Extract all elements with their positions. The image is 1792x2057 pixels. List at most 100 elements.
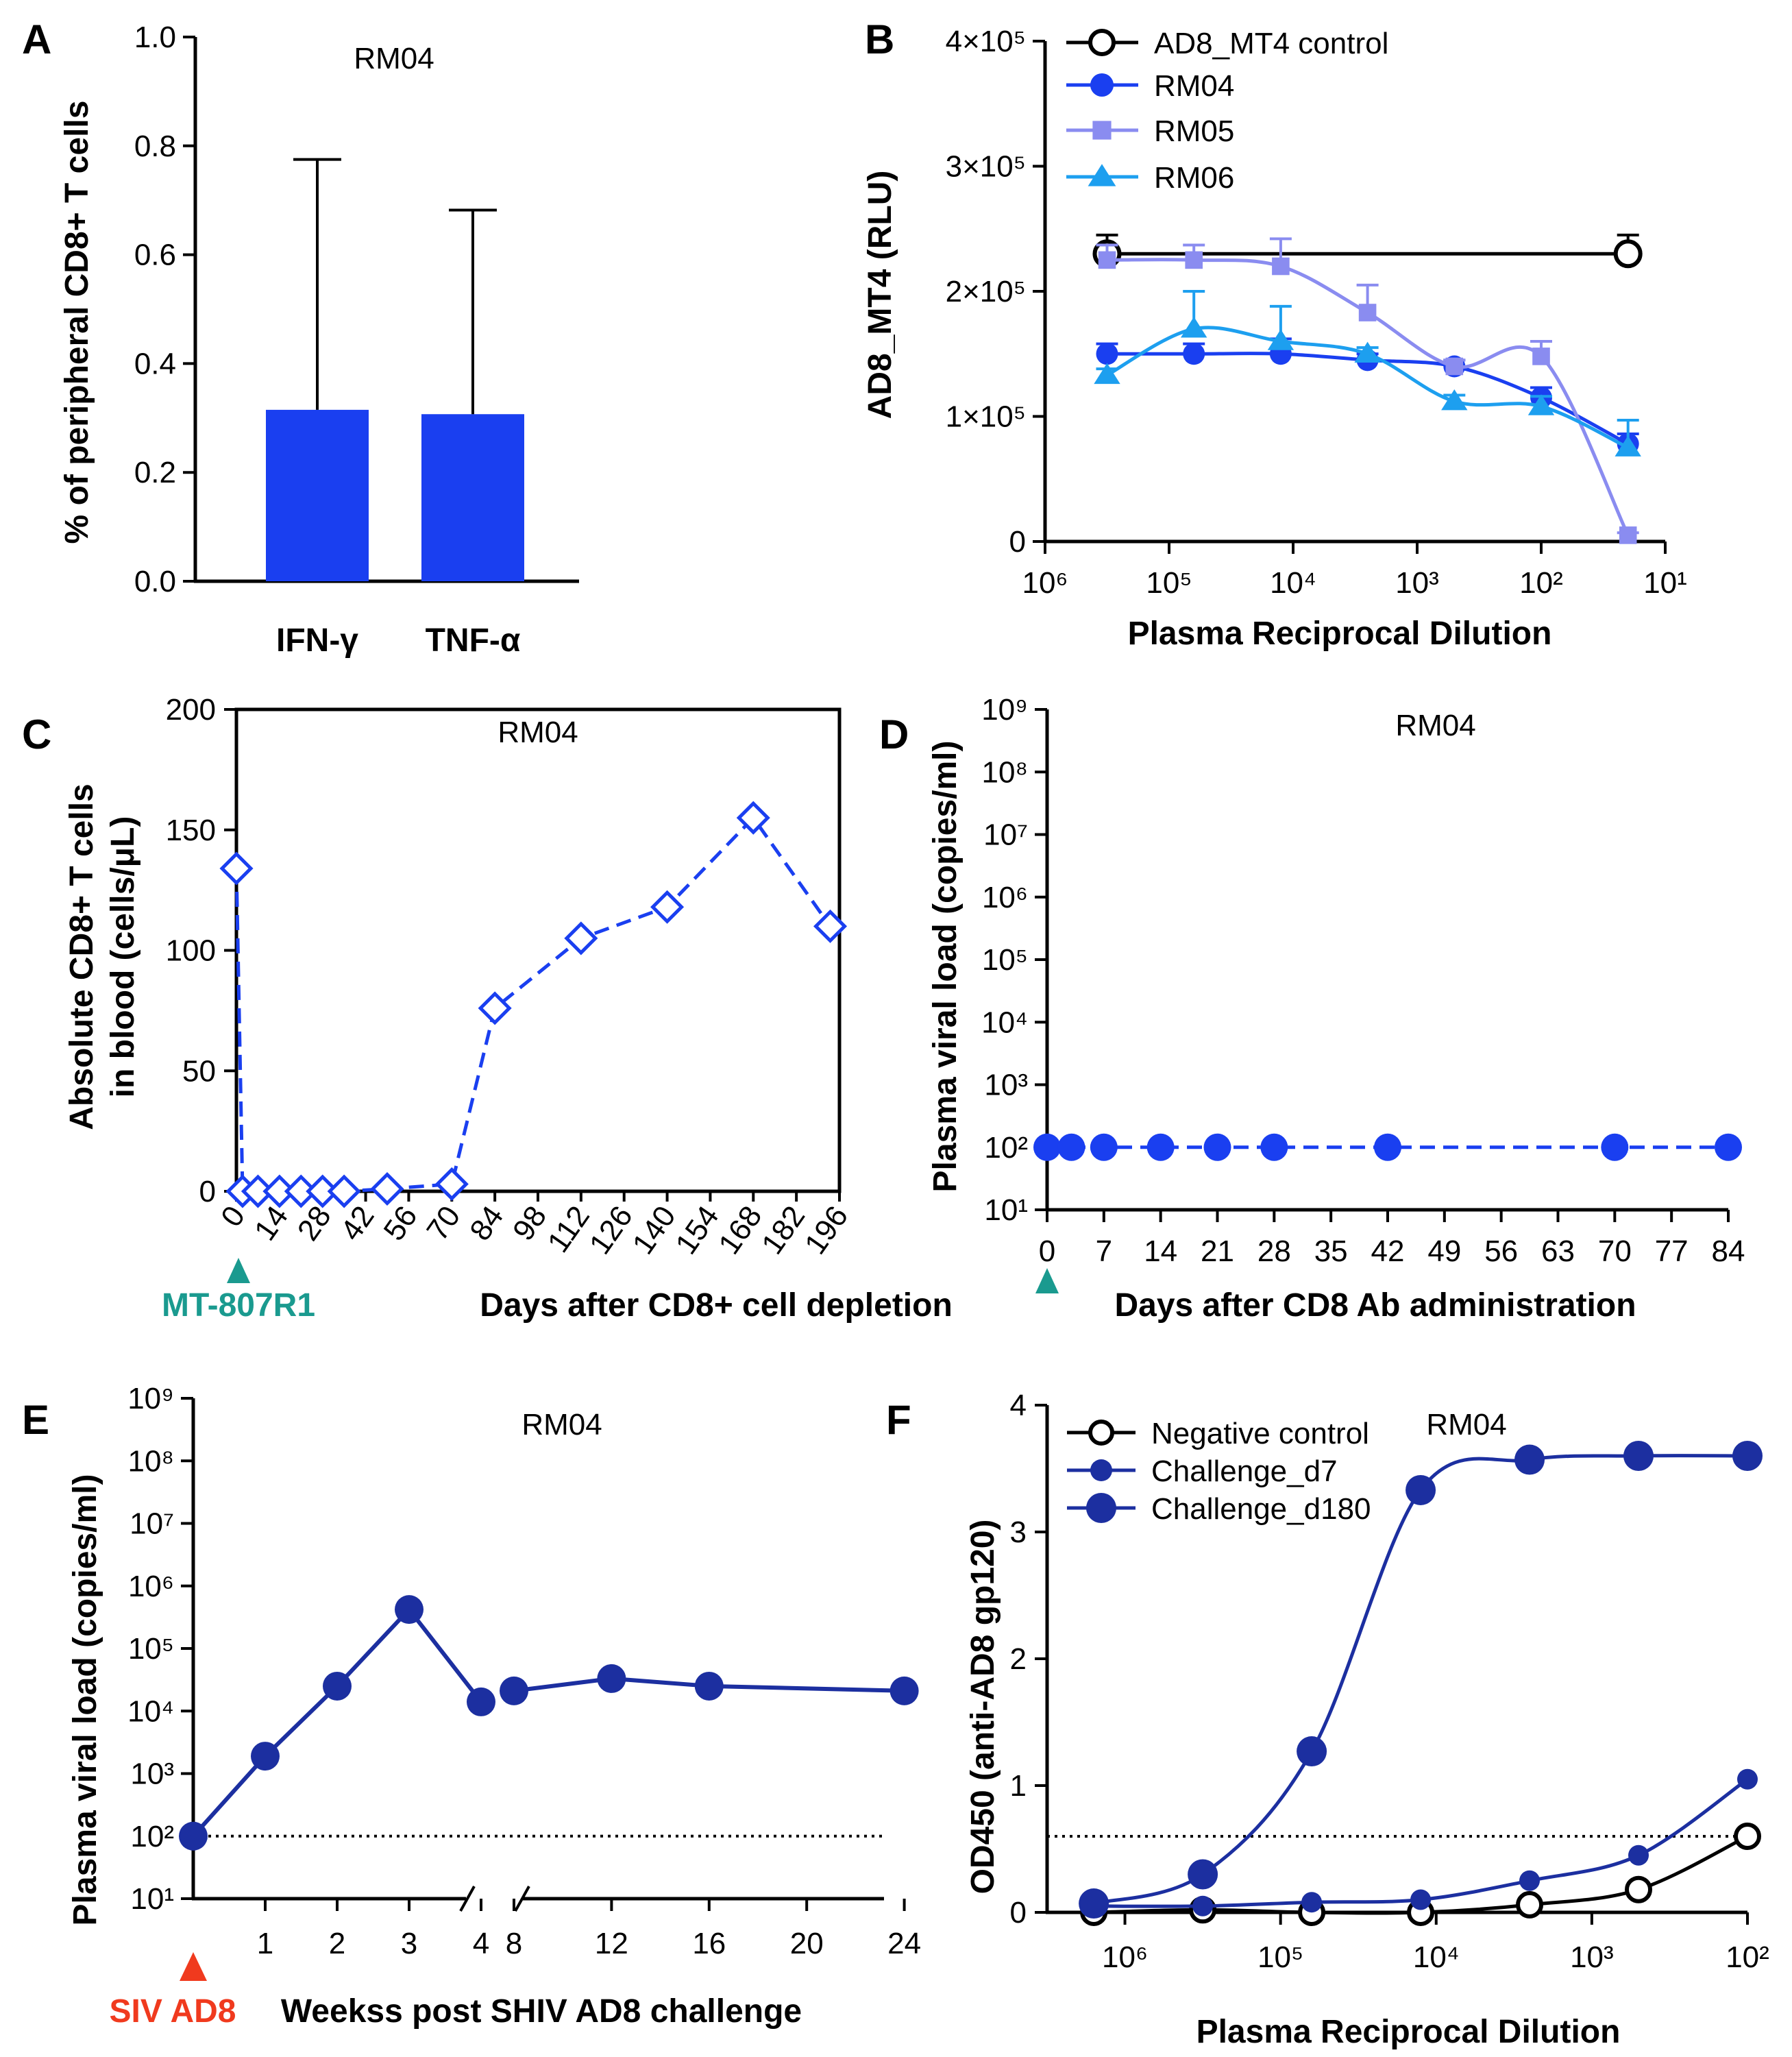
panel-f-y-tick-label: 4 xyxy=(1010,1389,1027,1422)
panel-e-data-point xyxy=(597,1664,626,1693)
panel-f-x-tick-label: 10² xyxy=(1726,1940,1769,1974)
panel-a-bar xyxy=(421,414,524,581)
panel-e-y-tick-label: 10⁸ xyxy=(127,1444,174,1478)
panel-a-y-tick-label: 0.2 xyxy=(134,456,176,489)
panel-c-ylabel-line1: Absolute CD8+ T cells xyxy=(64,783,100,1130)
panel-b-data-point xyxy=(1441,389,1468,411)
panel-f-xlabel: Plasma Reciprocal Dilution xyxy=(1196,2014,1621,2050)
panel-c-y-tick-label: 50 xyxy=(182,1054,216,1088)
panel-f-x-tick-label: 10⁴ xyxy=(1413,1940,1460,1974)
panel-f-y-tick-label: 2 xyxy=(1010,1642,1027,1676)
panel-c-data-point xyxy=(650,890,685,924)
panel-letter-c: C xyxy=(22,711,51,757)
panel-letter-d: D xyxy=(879,711,909,757)
panel-d-data-point xyxy=(1715,1133,1742,1161)
panel-c-y-tick-label: 200 xyxy=(166,693,216,727)
panel-c-x-tick-label: 42 xyxy=(334,1200,381,1247)
panel-b-data-point xyxy=(1532,348,1550,365)
panel-d-x-tick-label: 35 xyxy=(1314,1234,1348,1268)
panel-d-x-tick-label: 7 xyxy=(1096,1234,1112,1268)
panel-e-data-point xyxy=(694,1671,724,1701)
panel-f-y-tick-label: 1 xyxy=(1010,1769,1027,1803)
panel-c-y-tick-label: 150 xyxy=(166,814,216,847)
panel-c-arrow xyxy=(227,1258,250,1283)
panel-e-arrow xyxy=(180,1952,207,1981)
panel-c-x-tick-label: 56 xyxy=(377,1200,424,1247)
panel-e-y-tick-label: 10⁴ xyxy=(127,1694,174,1728)
panel-c-y-tick-label: 0 xyxy=(199,1175,216,1208)
panel-d-x-tick-label: 49 xyxy=(1427,1234,1461,1268)
panel-b-y-tick-label: 4×10⁵ xyxy=(946,25,1026,58)
panel-e-y-tick-label: 10¹ xyxy=(130,1882,174,1916)
panel-b-data-point xyxy=(1358,304,1377,321)
panel-b-x-tick-label: 10⁶ xyxy=(1022,566,1068,600)
panel-d-y-tick-label: 10⁴ xyxy=(981,1006,1028,1039)
panel-f-x-tick-label: 10⁶ xyxy=(1102,1940,1148,1974)
panel-f-data-point xyxy=(1301,1892,1323,1913)
panel-letter-b: B xyxy=(865,16,894,62)
panel-b-y-tick-label: 2×10⁵ xyxy=(946,275,1026,308)
panel-f-data-point xyxy=(1406,1474,1436,1505)
panel-c-data-point xyxy=(736,801,770,835)
panel-e-y-tick-label: 10³ xyxy=(130,1757,174,1791)
plots-layer: 0.0 0.2 0.4 0.6 0.8 1.0 IFN-γ TNF-α 0 1×10⁵ 2×10⁵ 3… xyxy=(127,21,1769,1974)
panel-e-data-point xyxy=(500,1676,528,1705)
panel-b-data-point xyxy=(1094,363,1120,385)
panel-d-y-tick-label: 10⁸ xyxy=(981,755,1028,789)
panel-b-y-tick-label: 0 xyxy=(1009,525,1026,559)
panel-d-data-point xyxy=(1203,1133,1231,1161)
panel-c-data-point xyxy=(813,909,848,943)
panel-c-data-point xyxy=(434,1167,469,1201)
panel-c-annotation: MT-807R1 xyxy=(162,1287,315,1324)
panel-d-y-tick-label: 10⁶ xyxy=(982,881,1028,914)
panel-f-title: RM04 xyxy=(1426,1408,1506,1441)
panel-c-x-tick-label: 84 xyxy=(463,1200,510,1247)
panel-b-y-tick-label: 1×10⁵ xyxy=(946,400,1026,434)
panel-a-y-tick-label: 0.8 xyxy=(134,130,176,163)
panel-e-x-tick-label: 2 xyxy=(329,1927,345,1960)
panel-e-x-tick-label: 3 xyxy=(401,1927,417,1960)
panel-b-x-tick-label: 10³ xyxy=(1395,566,1439,600)
panel-b-y-tick-label: 3×10⁵ xyxy=(946,150,1026,184)
panel-f-x-tick-label: 10³ xyxy=(1570,1940,1614,1974)
panel-d-xlabel: Days after CD8 Ab administration xyxy=(1114,1287,1636,1324)
panel-f-y-tick-label: 0 xyxy=(1010,1896,1027,1930)
panel-a-y-tick-label: 0.0 xyxy=(134,565,176,598)
panel-b-legend-label: AD8_MT4 control xyxy=(1154,27,1388,60)
panel-b-ylabel: AD8_MT4 (RLU) xyxy=(862,171,898,419)
panel-d-y-tick-label: 10² xyxy=(984,1131,1028,1165)
panel-b-data-point xyxy=(1445,357,1464,376)
panel-d-title: RM04 xyxy=(1395,709,1475,742)
panel-c-data-point xyxy=(327,1174,361,1208)
panel-e-annotation: SIV AD8 xyxy=(110,1993,236,2030)
panel-letter-f: F xyxy=(886,1397,911,1443)
panel-d-x-tick-label: 21 xyxy=(1201,1234,1234,1268)
panel-f-data-point xyxy=(1519,1870,1541,1891)
panel-a-x-tick-label: IFN-γ xyxy=(276,622,358,659)
panel-b-xlabel: Plasma Reciprocal Dilution xyxy=(1128,616,1552,652)
panel-b-data-point xyxy=(1615,435,1641,457)
panel-c-series-line xyxy=(234,816,832,1193)
panel-e-y-tick-label: 10² xyxy=(130,1820,174,1853)
panel-b-legend-marker xyxy=(1088,164,1116,186)
panel-d-x-tick-label: 28 xyxy=(1257,1234,1291,1268)
panel-d-x-tick-label: 14 xyxy=(1144,1234,1177,1268)
panel-c-x-tick-label: 112 xyxy=(541,1200,596,1259)
panel-d-data-point xyxy=(1601,1133,1629,1161)
panel-d-data-point xyxy=(1260,1133,1288,1161)
panel-e-y-tick-label: 10⁷ xyxy=(130,1507,174,1541)
panel-e-x-tick-label: 1 xyxy=(257,1927,273,1960)
panel-d-data-point xyxy=(1374,1133,1401,1161)
panel-d-y-tick-label: 10⁹ xyxy=(981,693,1028,727)
panel-c-x-tick-label: 168 xyxy=(712,1200,768,1261)
panel-d-y-tick-label: 10³ xyxy=(984,1069,1028,1102)
panel-f-legend-label: Challenge_d7 xyxy=(1151,1454,1338,1488)
panel-b-legend-label: RM04 xyxy=(1154,69,1234,103)
panel-f-legend-marker xyxy=(1088,1420,1114,1446)
panel-e-data-point xyxy=(395,1595,424,1624)
panel-d-data-point xyxy=(1057,1133,1085,1161)
panel-c-x-tick-label: 182 xyxy=(755,1200,811,1261)
panel-d-x-tick-label: 63 xyxy=(1541,1234,1575,1268)
panel-c-y-tick-label: 100 xyxy=(166,934,216,968)
